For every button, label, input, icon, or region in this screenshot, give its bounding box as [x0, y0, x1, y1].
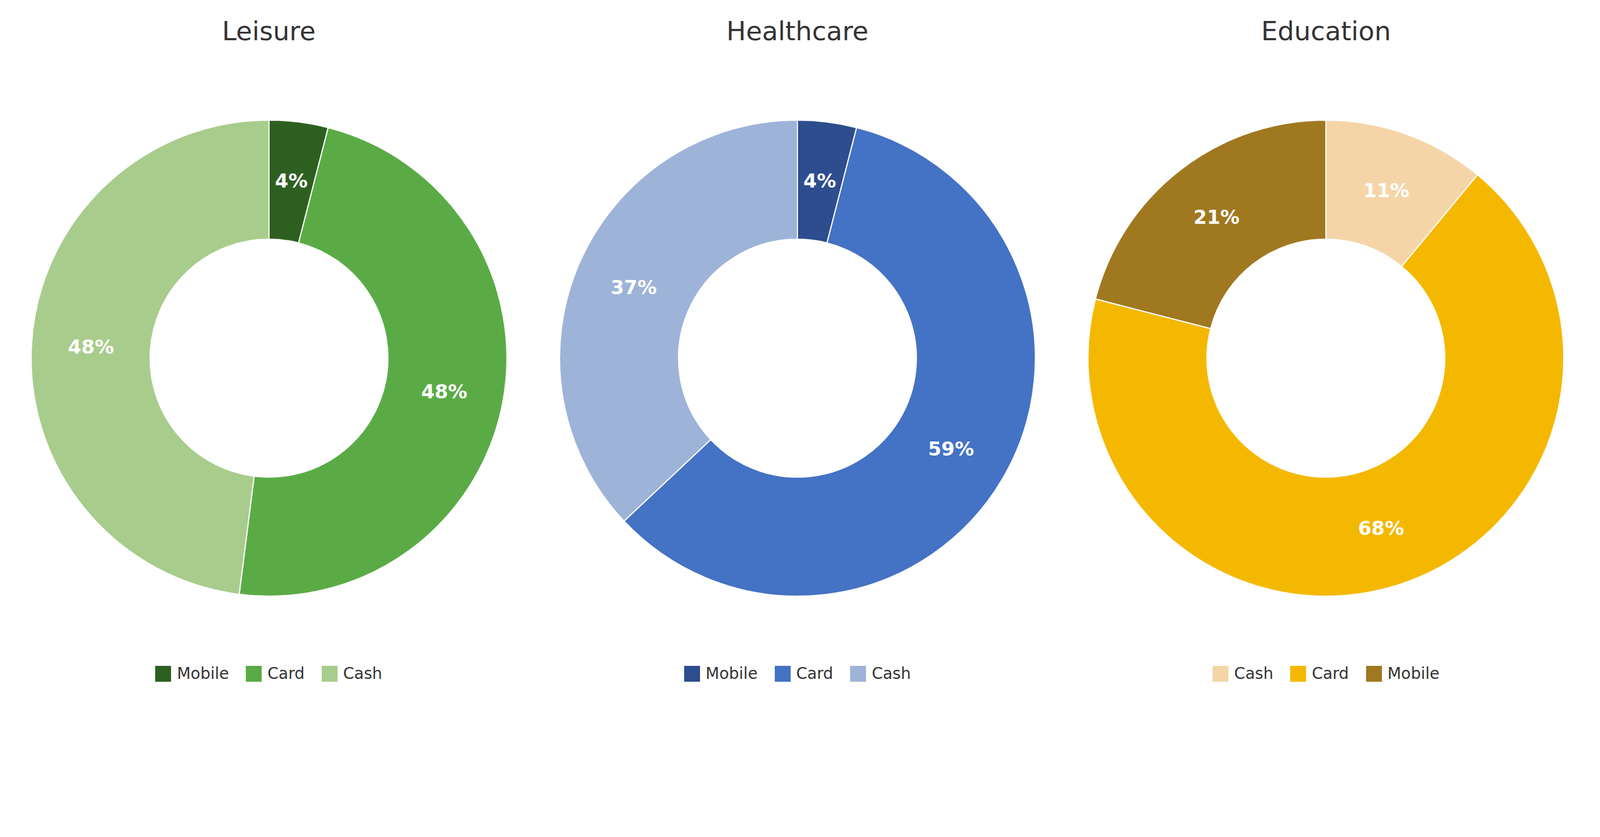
- html-text:Education: Education: [1261, 15, 1391, 47]
- html-text:Leisure: Leisure: [222, 15, 316, 47]
- html-text:Healthcare: Healthcare: [726, 15, 869, 47]
- svg-text:4%: 4%: [803, 169, 837, 192]
- html-text:Mobile: Mobile: [705, 663, 758, 683]
- html-text:Card: Card: [267, 663, 305, 683]
- html-text:Cash: Cash: [343, 663, 383, 683]
- svg-text:59%: 59%: [927, 437, 974, 460]
- svg-text:48%: 48%: [420, 380, 467, 403]
- html-text:Mobile: Mobile: [176, 663, 229, 683]
- html-text:Card: Card: [1311, 663, 1349, 683]
- html-text:Card: Card: [796, 663, 834, 683]
- svg-text:48%: 48%: [67, 335, 114, 358]
- html-text:Cash: Cash: [1234, 663, 1274, 683]
- svg-text:21%: 21%: [1193, 205, 1240, 229]
- svg-text:68%: 68%: [1358, 516, 1405, 540]
- svg-text:37%: 37%: [610, 275, 657, 299]
- svg-text:11%: 11%: [1363, 178, 1410, 202]
- html-text:Mobile: Mobile: [1387, 663, 1440, 683]
- svg-text:4%: 4%: [274, 169, 308, 192]
- html-text:Cash: Cash: [871, 663, 911, 683]
